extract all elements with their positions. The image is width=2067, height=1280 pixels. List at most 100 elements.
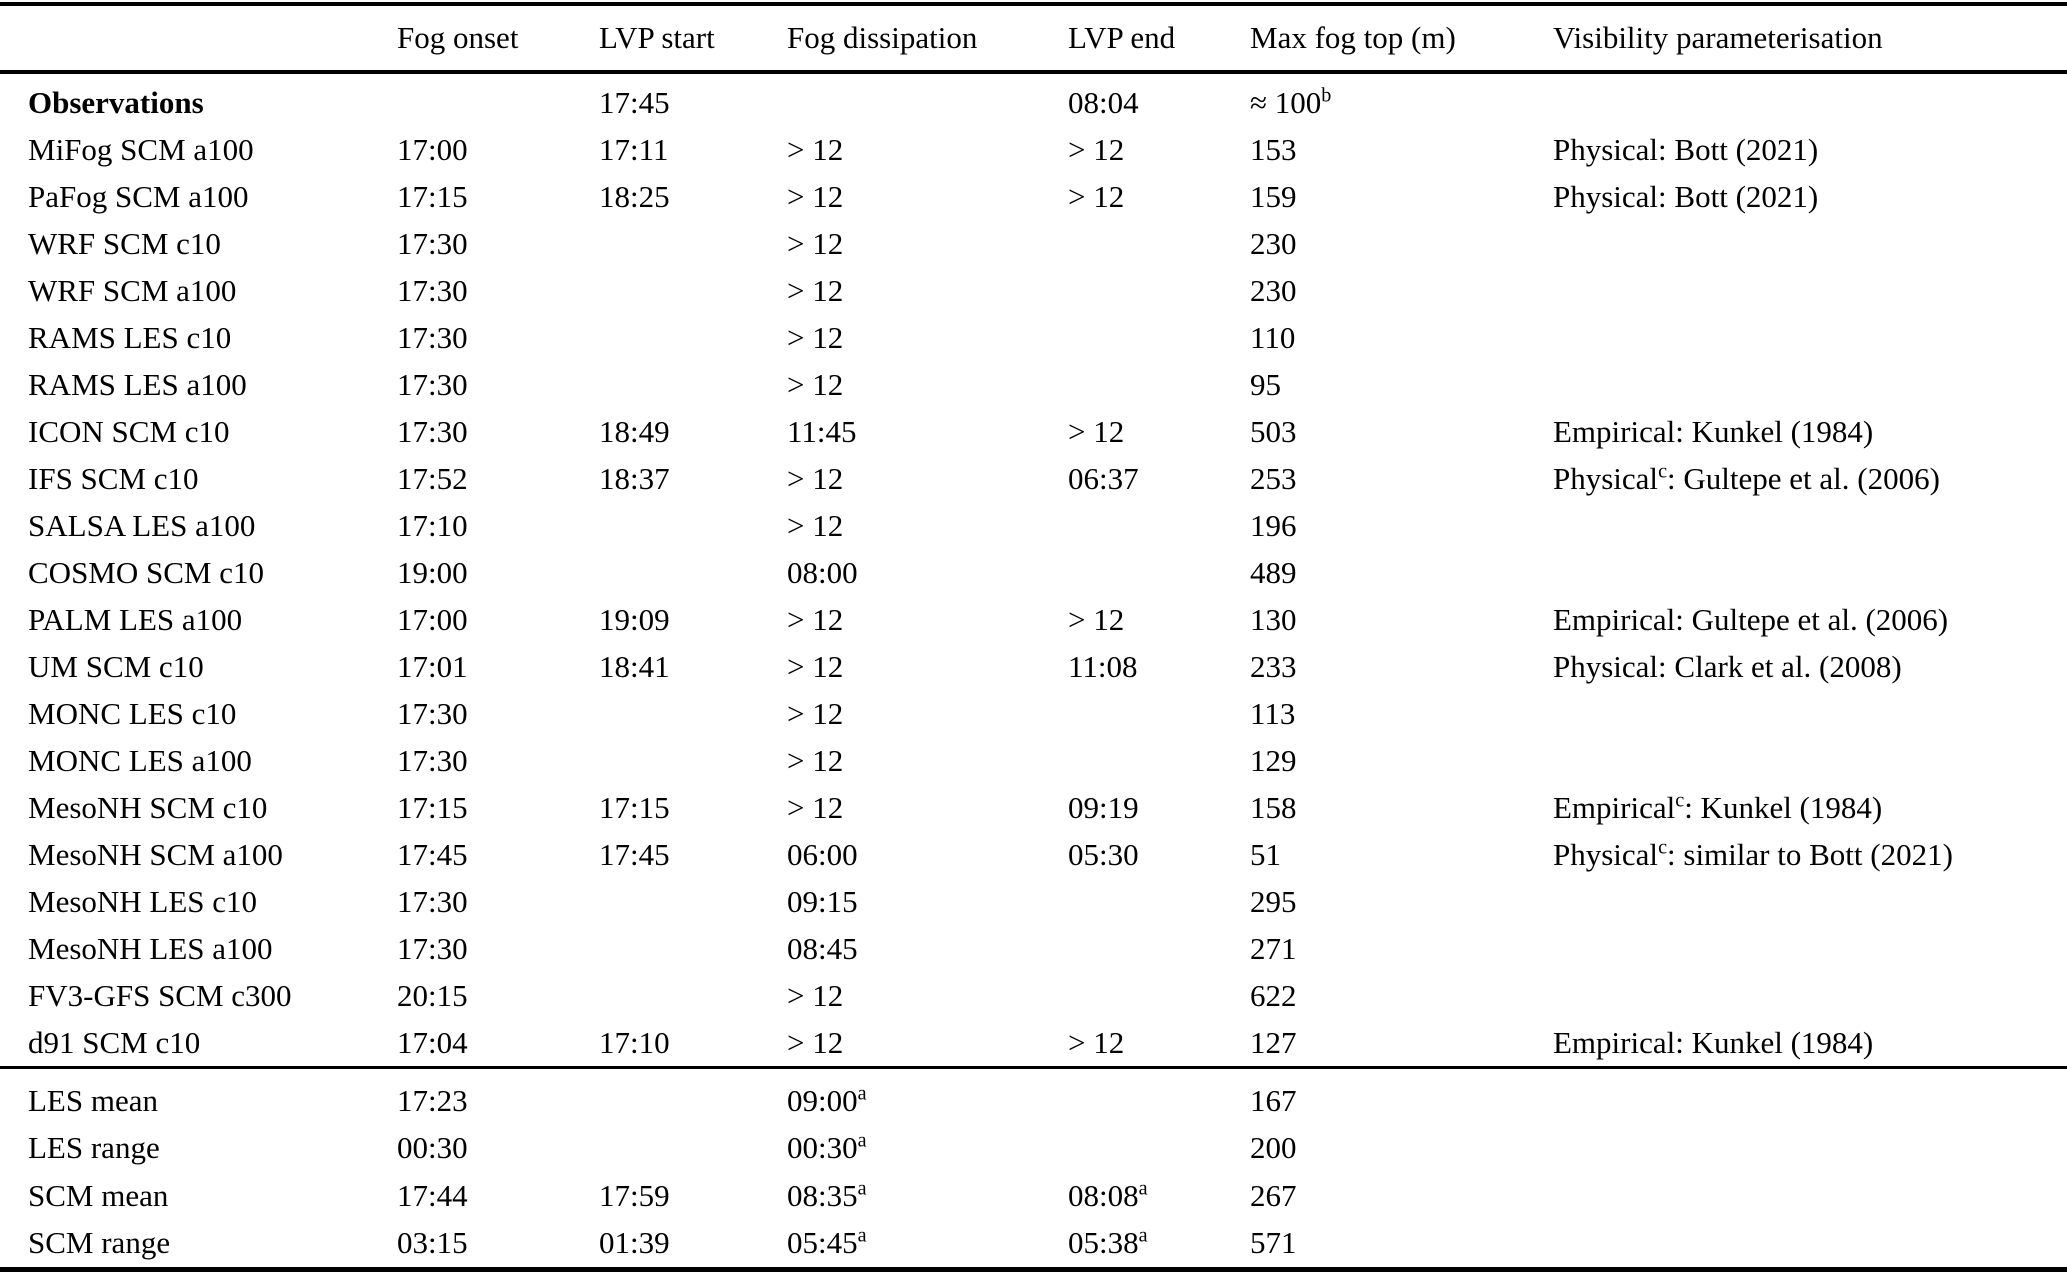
cell-fog-onset: 17:10 <box>397 507 468 543</box>
model-rows-section: Observations 17:45 08:04 ≈ 100b MiFog SCM a1… <box>0 74 2067 1066</box>
cell-max-fog-top: 271 <box>1250 930 1297 966</box>
table-row: LES mean 17:23 09:00a 167 <box>0 1077 2067 1125</box>
cell-fog-dissipation: > 12 <box>787 601 844 637</box>
cell-lvp-end: > 12 <box>1068 413 1125 449</box>
table-row: PaFog SCM a100 17:15 18:25 > 12 > 12 159 Physi… <box>0 173 2067 220</box>
table-row: IFS SCM c10 17:52 18:37 > 12 06:37 253 Physica… <box>0 455 2067 502</box>
cell-fog-dissipation: > 12 <box>787 366 844 402</box>
section-rule <box>0 1066 2067 1069</box>
header-rule <box>0 70 2067 74</box>
cell-fog-onset: 17:30 <box>397 930 468 966</box>
cell-max-fog-top: 233 <box>1250 648 1297 684</box>
cell-max-fog-top: 230 <box>1250 272 1297 308</box>
cell-lvp-start: 01:39 <box>599 1225 670 1261</box>
summary-rows-section: LES mean 17:23 09:00a 167 LES range 00:30 00:3… <box>0 1069 2067 1267</box>
cell-lvp-start: 17:15 <box>599 789 670 825</box>
header-lvp-end: LVP end <box>1068 20 1176 55</box>
table-row: RAMS LES c10 17:30 > 12 110 <box>0 314 2067 361</box>
cell-max-fog-top: 129 <box>1250 742 1297 778</box>
cell-visibility: Empirical: Gultepe et al. (2006) <box>1553 601 1949 637</box>
table-row: SALSA LES a100 17:10 > 12 196 <box>0 502 2067 549</box>
table-row: COSMO SCM c10 19:00 08:00 489 <box>0 549 2067 596</box>
cell-max-fog-top: 503 <box>1250 413 1297 449</box>
cell-max-fog-top: 167 <box>1250 1082 1297 1118</box>
cell-max-fog-top: 253 <box>1250 460 1297 496</box>
cell-lvp-end: 05:30 <box>1068 836 1139 872</box>
cell-fog-dissipation: 06:00 <box>787 836 858 872</box>
cell-max-fog-top: 51 <box>1250 836 1281 872</box>
cell-fog-onset: 17:30 <box>397 272 468 308</box>
cell-fog-onset: 17:04 <box>397 1024 468 1060</box>
cell-lvp-end: 08:04 <box>1068 84 1139 120</box>
table-row: UM SCM c10 17:01 18:41 > 12 11:08 233 Physical… <box>0 643 2067 690</box>
cell-fog-dissipation: 05:45a <box>787 1224 867 1261</box>
table-row: WRF SCM a100 17:30 > 12 230 <box>0 267 2067 314</box>
cell-fog-onset: 17:00 <box>397 601 468 637</box>
cell-model: MesoNH LES a100 <box>28 930 273 966</box>
table-row: MONC LES a100 17:30 > 12 129 <box>0 737 2067 784</box>
cell-max-fog-top: 196 <box>1250 507 1297 543</box>
cell-fog-dissipation: 08:00 <box>787 554 858 590</box>
cell-fog-onset: 17:23 <box>397 1082 468 1118</box>
cell-lvp-end: 09:19 <box>1068 789 1139 825</box>
cell-fog-onset: 20:15 <box>397 977 468 1013</box>
cell-lvp-start: 18:49 <box>599 413 670 449</box>
cell-max-fog-top: 571 <box>1250 1225 1297 1261</box>
cell-visibility: Physicalc: Gultepe et al. (2006) <box>1553 460 1940 496</box>
cell-lvp-end: 05:38a <box>1068 1224 1148 1261</box>
table-row: PALM LES a100 17:00 19:09 > 12 > 12 130 Empiri… <box>0 596 2067 643</box>
cell-fog-dissipation: 08:35a <box>787 1177 867 1213</box>
table-row: MONC LES c10 17:30 > 12 113 <box>0 690 2067 737</box>
cell-lvp-end: 06:37 <box>1068 460 1139 496</box>
cell-visibility: Empirical: Kunkel (1984) <box>1553 1024 1874 1060</box>
cell-fog-dissipation: 00:30a <box>787 1129 867 1166</box>
cell-max-fog-top: ≈ 100b <box>1250 84 1332 120</box>
cell-fog-dissipation: > 12 <box>787 695 844 731</box>
cell-model: MesoNH SCM c10 <box>28 789 268 825</box>
cell-model: LES range <box>28 1130 160 1166</box>
cell-lvp-end: 11:08 <box>1068 648 1138 684</box>
cell-model: FV3-GFS SCM c300 <box>28 977 292 1013</box>
header-max-fog-top: Max fog top (m) <box>1250 20 1456 55</box>
cell-visibility: Physical: Bott (2021) <box>1553 131 1819 167</box>
table-row: Observations 17:45 08:04 ≈ 100b <box>0 79 2067 126</box>
cell-lvp-start: 17:59 <box>599 1177 670 1213</box>
cell-fog-onset: 17:30 <box>397 366 468 402</box>
cell-visibility: Physical: Clark et al. (2008) <box>1553 648 1902 684</box>
cell-fog-onset: 17:30 <box>397 742 468 778</box>
cell-lvp-end: > 12 <box>1068 131 1125 167</box>
cell-fog-dissipation: 08:45 <box>787 930 858 966</box>
cell-model: LES mean <box>28 1082 158 1118</box>
cell-max-fog-top: 200 <box>1250 1130 1297 1166</box>
table-row: WRF SCM c10 17:30 > 12 230 <box>0 220 2067 267</box>
cell-max-fog-top: 295 <box>1250 883 1297 919</box>
cell-visibility: Physicalc: similar to Bott (2021) <box>1553 836 1953 872</box>
cell-model: RAMS LES a100 <box>28 366 247 402</box>
table-row: FV3-GFS SCM c300 20:15 > 12 622 <box>0 972 2067 1019</box>
cell-lvp-start: 18:41 <box>599 648 670 684</box>
cell-model: Observations <box>28 84 204 120</box>
table-row: MesoNH SCM c10 17:15 17:15 > 12 09:19 158 Empi… <box>0 784 2067 831</box>
cell-fog-dissipation: > 12 <box>787 977 844 1013</box>
cell-fog-dissipation: > 12 <box>787 178 844 214</box>
cell-visibility: Empirical: Kunkel (1984) <box>1553 413 1874 449</box>
cell-model: WRF SCM a100 <box>28 272 237 308</box>
cell-model: MONC LES a100 <box>28 742 252 778</box>
cell-max-fog-top: 113 <box>1250 695 1296 731</box>
cell-model: SALSA LES a100 <box>28 507 256 543</box>
cell-model: RAMS LES c10 <box>28 319 232 355</box>
table-row: SCM mean 17:44 17:59 08:35a 08:08a 267 <box>0 1172 2067 1220</box>
cell-fog-dissipation: 09:00a <box>787 1082 867 1118</box>
cell-fog-dissipation: 09:15 <box>787 883 858 919</box>
cell-lvp-end: 08:08a <box>1068 1177 1148 1213</box>
cell-lvp-end: > 12 <box>1068 178 1125 214</box>
cell-max-fog-top: 158 <box>1250 789 1297 825</box>
cell-max-fog-top: 95 <box>1250 366 1281 402</box>
header-fog-dissipation: Fog dissipation <box>787 20 978 55</box>
table-row: ICON SCM c10 17:30 18:49 11:45 > 12 503 Empiri… <box>0 408 2067 455</box>
cell-fog-onset: 17:45 <box>397 836 468 872</box>
cell-model: IFS SCM c10 <box>28 460 199 496</box>
cell-fog-dissipation: > 12 <box>787 507 844 543</box>
cell-max-fog-top: 130 <box>1250 601 1297 637</box>
